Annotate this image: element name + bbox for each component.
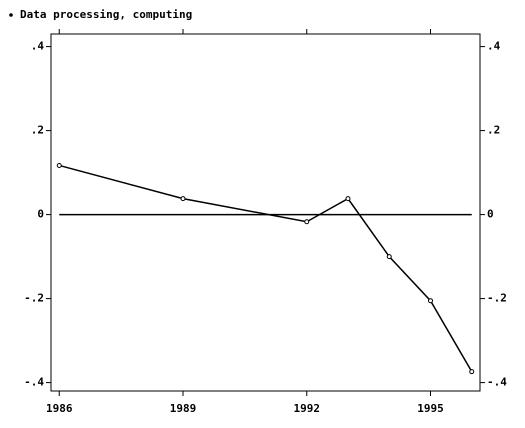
x-tick-label: 1995 xyxy=(417,402,444,415)
y-tick-label: -.4 xyxy=(24,376,44,389)
x-tick-label: 1986 xyxy=(46,402,73,415)
data-point xyxy=(304,219,310,225)
data-point xyxy=(428,298,433,304)
data-point xyxy=(469,369,475,375)
y2-tick-label: -.4 xyxy=(487,376,507,389)
y2-tick-label: 0 xyxy=(487,208,494,221)
data-point xyxy=(386,254,392,260)
plot-frame xyxy=(50,33,481,392)
y-tick-label: 0 xyxy=(37,208,44,221)
data-point xyxy=(56,162,62,168)
data-point xyxy=(345,196,351,202)
y-tick-label: .2 xyxy=(31,124,44,137)
y2-tick-label: .2 xyxy=(487,124,500,137)
y2-tick-label: .4 xyxy=(487,40,501,53)
x-tick-label: 1992 xyxy=(294,402,321,415)
legend-marker xyxy=(9,13,13,17)
x-tick-label: 1989 xyxy=(170,402,197,415)
legend-label: Data processing, computing xyxy=(20,8,192,21)
y-tick-label: .4 xyxy=(31,40,45,53)
data-point xyxy=(180,196,186,202)
y-tick-label: -.2 xyxy=(24,292,44,305)
series-line xyxy=(59,164,473,373)
y2-tick-label: -.2 xyxy=(487,292,507,305)
